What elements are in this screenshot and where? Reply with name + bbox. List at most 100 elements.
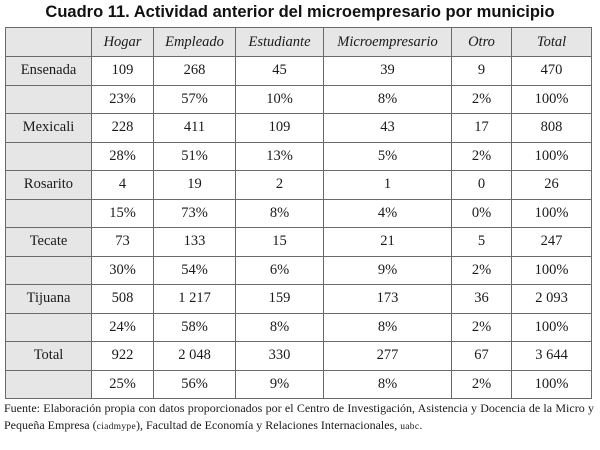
source-acronym: ciadmype [96, 422, 136, 432]
column-header: Total [511, 27, 592, 57]
table-row: Tijuana 508 1 217 159 173 36 2 093 [5, 284, 592, 314]
table-row: 23% 57% 10% 8% 2% 100% [5, 84, 592, 114]
count-cell: 73 [91, 227, 154, 257]
row-label-blank [5, 255, 92, 285]
table-body: Hogar Empleado Estudiante Microempresari… [5, 27, 592, 399]
table-row: 24% 58% 8% 8% 2% 100% [5, 312, 592, 342]
percent-cell: 73% [153, 198, 236, 228]
percent-cell: 100% [511, 84, 592, 114]
source-acronym: uabc [400, 422, 420, 432]
table-row: 15% 73% 8% 4% 0% 100% [5, 198, 592, 228]
percent-cell: 8% [323, 312, 452, 342]
count-cell: 1 217 [153, 284, 236, 314]
count-cell: 173 [323, 284, 452, 314]
column-header: Empleado [153, 27, 236, 57]
percent-cell: 8% [323, 369, 452, 399]
column-header: Microempresario [323, 27, 452, 57]
count-cell: 19 [153, 170, 236, 200]
percent-cell: 58% [153, 312, 236, 342]
count-cell: 21 [323, 227, 452, 257]
percent-cell: 5% [323, 141, 452, 171]
percent-cell: 100% [511, 369, 592, 399]
count-cell: 411 [153, 113, 236, 143]
percent-cell: 30% [91, 255, 154, 285]
count-cell: 508 [91, 284, 154, 314]
percent-cell: 8% [235, 312, 324, 342]
table-row: 30% 54% 6% 9% 2% 100% [5, 255, 592, 285]
table-row: Rosarito 4 19 2 1 0 26 [5, 170, 592, 200]
percent-cell: 0% [451, 198, 512, 228]
count-cell: 45 [235, 56, 324, 86]
percent-cell: 15% [91, 198, 154, 228]
table-title: Cuadro 11. Actividad anterior del microe… [45, 3, 555, 21]
percent-cell: 4% [323, 198, 452, 228]
count-cell: 268 [153, 56, 236, 86]
table-row: Total 922 2 048 330 277 67 3 644 [5, 341, 592, 371]
corner-cell [5, 27, 92, 57]
count-cell: 0 [451, 170, 512, 200]
count-cell: 15 [235, 227, 324, 257]
row-label-blank [5, 198, 92, 228]
table-row: Ensenada 109 268 45 39 9 470 [5, 56, 592, 86]
row-label-blank [5, 84, 92, 114]
percent-cell: 57% [153, 84, 236, 114]
source-note: Fuente: Elaboración propia con datos pro… [4, 400, 594, 436]
count-cell: 17 [451, 113, 512, 143]
column-header: Otro [451, 27, 512, 57]
percent-cell: 6% [235, 255, 324, 285]
count-cell: 247 [511, 227, 592, 257]
count-cell: 922 [91, 341, 154, 371]
percent-cell: 8% [323, 84, 452, 114]
percent-cell: 9% [235, 369, 324, 399]
table-row: 25% 56% 9% 8% 2% 100% [5, 369, 592, 399]
column-header: Hogar [91, 27, 154, 57]
percent-cell: 24% [91, 312, 154, 342]
source-text: . [419, 418, 423, 432]
source-text: ), Facultad de Economía y Relaciones Int… [135, 418, 401, 432]
source-text: Fuente: Elaboración propia con datos pro… [4, 401, 594, 432]
count-cell: 4 [91, 170, 154, 200]
count-cell: 109 [235, 113, 324, 143]
row-label: Tijuana [5, 284, 92, 314]
percent-cell: 25% [91, 369, 154, 399]
count-cell: 470 [511, 56, 592, 86]
row-label: Ensenada [5, 56, 92, 86]
percent-cell: 56% [153, 369, 236, 399]
percent-cell: 2% [451, 141, 512, 171]
percent-cell: 2% [451, 84, 512, 114]
count-cell: 133 [153, 227, 236, 257]
table-row: Tecate 73 133 15 21 5 247 [5, 227, 592, 257]
count-cell: 2 048 [153, 341, 236, 371]
count-cell: 39 [323, 56, 452, 86]
header-row: Hogar Empleado Estudiante Microempresari… [5, 27, 592, 57]
count-cell: 2 093 [511, 284, 592, 314]
count-cell: 277 [323, 341, 452, 371]
percent-cell: 2% [451, 312, 512, 342]
count-cell: 67 [451, 341, 512, 371]
count-cell: 2 [235, 170, 324, 200]
row-label-blank [5, 369, 92, 399]
percent-cell: 9% [323, 255, 452, 285]
row-label: Mexicali [5, 113, 92, 143]
count-cell: 43 [323, 113, 452, 143]
row-label-blank [5, 141, 92, 171]
percent-cell: 51% [153, 141, 236, 171]
row-label: Total [5, 341, 92, 371]
count-cell: 9 [451, 56, 512, 86]
count-cell: 26 [511, 170, 592, 200]
percent-cell: 100% [511, 141, 592, 171]
percent-cell: 23% [91, 84, 154, 114]
percent-cell: 13% [235, 141, 324, 171]
count-cell: 1 [323, 170, 452, 200]
count-cell: 228 [91, 113, 154, 143]
row-label-blank [5, 312, 92, 342]
count-cell: 36 [451, 284, 512, 314]
count-cell: 3 644 [511, 341, 592, 371]
percent-cell: 10% [235, 84, 324, 114]
table-row: Mexicali 228 411 109 43 17 808 [5, 113, 592, 143]
percent-cell: 28% [91, 141, 154, 171]
count-cell: 109 [91, 56, 154, 86]
percent-cell: 2% [451, 255, 512, 285]
percent-cell: 100% [511, 198, 592, 228]
count-cell: 330 [235, 341, 324, 371]
